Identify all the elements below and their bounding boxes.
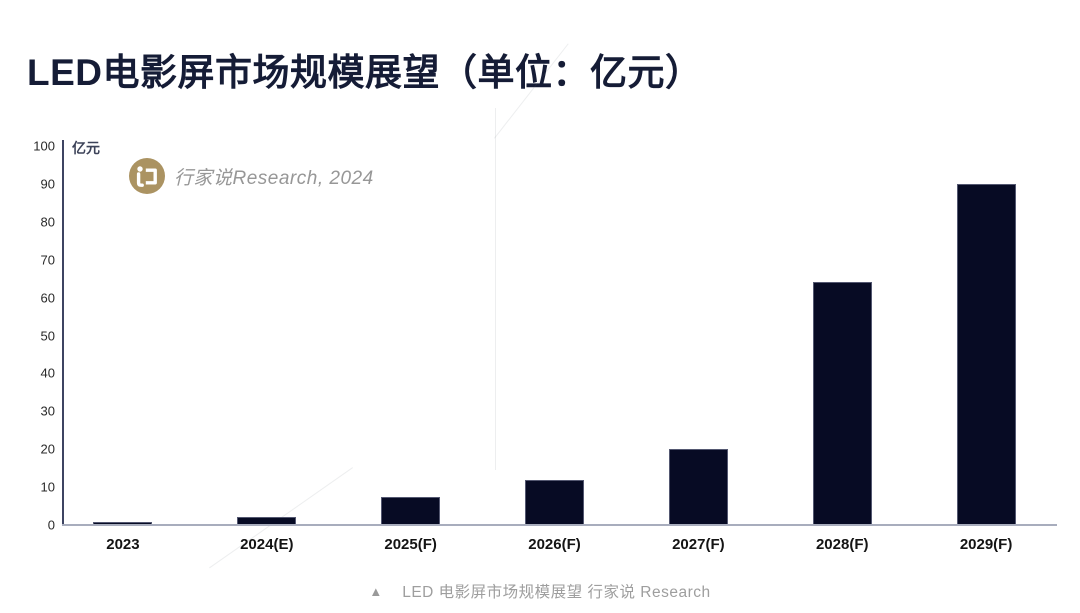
bar-slot bbox=[195, 146, 339, 525]
bar-chart-plot-area bbox=[51, 146, 1058, 525]
source-watermark: 行家说Research, 2024 bbox=[129, 158, 374, 194]
y-tick-label: 10 bbox=[40, 479, 55, 495]
bar-slot bbox=[914, 146, 1058, 525]
x-tick-label: 2029(F) bbox=[959, 536, 1013, 553]
bar-2029(F) bbox=[956, 183, 1016, 525]
bar-slot bbox=[51, 146, 195, 525]
bar-2027(F) bbox=[668, 449, 728, 525]
bar-2028(F) bbox=[812, 282, 872, 525]
x-axis-tick-labels: 2023 2024(E) 2025(F) 2026(F) 2027(F) 2028(F) 2… bbox=[51, 536, 1058, 553]
y-tick-label: 60 bbox=[40, 290, 55, 306]
y-tick-label: 40 bbox=[40, 365, 55, 381]
y-tick-label: 70 bbox=[40, 252, 55, 268]
caption-triangle-icon: ▲ bbox=[369, 583, 383, 599]
bar-slot bbox=[339, 146, 483, 525]
y-axis-unit-label: 亿元 bbox=[72, 140, 100, 156]
y-axis-line bbox=[62, 140, 64, 526]
bar-2026(F) bbox=[525, 479, 584, 525]
y-tick-label: 80 bbox=[40, 214, 55, 230]
bar-slot bbox=[626, 146, 770, 525]
y-tick-label: 30 bbox=[40, 403, 55, 419]
x-tick-label: 2025(F) bbox=[384, 536, 437, 553]
y-tick-label: 90 bbox=[40, 176, 55, 192]
bar-2023 bbox=[93, 521, 153, 525]
bar-2024(E) bbox=[237, 517, 297, 525]
x-tick-label: 2027(F) bbox=[672, 536, 725, 553]
y-tick-label: 0 bbox=[47, 517, 55, 533]
y-axis-tick-labels: 0 10 20 30 40 50 60 70 80 90 100 bbox=[0, 140, 55, 532]
caption-text: LED 电影屏市场规模展望 行家说 Research bbox=[402, 584, 711, 601]
page-title: LED电影屏市场规模展望（单位：亿元） bbox=[27, 52, 703, 93]
bar-slot bbox=[770, 146, 914, 525]
bar-slot bbox=[483, 146, 627, 525]
x-tick-label: 2028(F) bbox=[815, 536, 869, 553]
bar-2025(F) bbox=[381, 496, 441, 525]
x-tick-label: 2023 bbox=[106, 536, 140, 553]
y-tick-label: 20 bbox=[40, 441, 55, 457]
y-tick-label: 100 bbox=[33, 138, 55, 154]
scan-crease-line bbox=[495, 108, 496, 470]
y-tick-label: 50 bbox=[40, 328, 55, 343]
x-axis-line bbox=[62, 524, 1057, 526]
x-tick-label: 2026(F) bbox=[528, 536, 581, 553]
source-watermark-text: 行家说Research, 2024 bbox=[174, 167, 374, 189]
hangjiashuo-logo-icon bbox=[129, 158, 165, 194]
x-tick-label: 2024(E) bbox=[240, 536, 294, 553]
figure-caption: ▲ LED 电影屏市场规模展望 行家说 Research bbox=[0, 580, 1080, 602]
